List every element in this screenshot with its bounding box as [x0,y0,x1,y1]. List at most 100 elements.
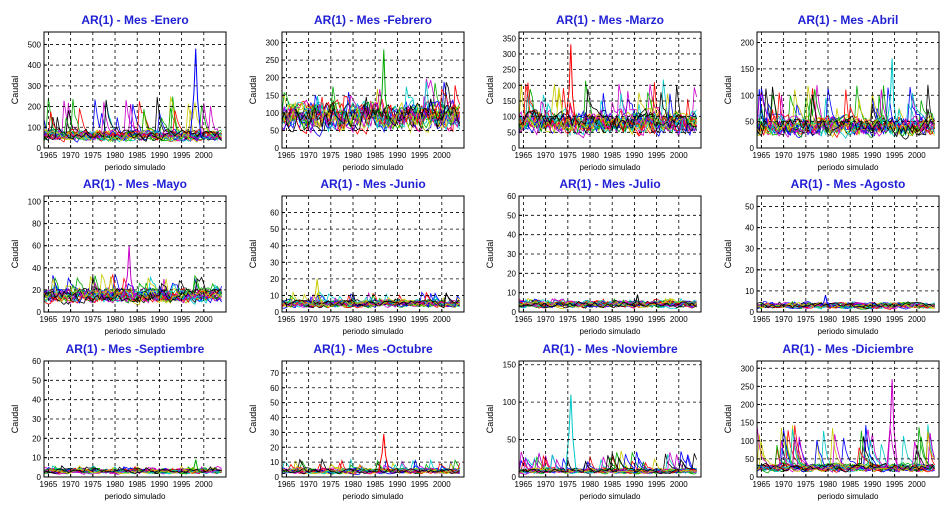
chart-title: AR(1) - Mes -Agosto [791,177,906,191]
y-tick-label: 150 [503,361,517,370]
x-tick-label: 1995 [411,151,429,160]
x-tick-label: 1975 [84,315,102,324]
series-line [757,86,935,138]
x-tick-label: 1970 [775,315,793,324]
chart-panel: AR(1) - Mes -Diciembre 1965 1970 1975 1980 19… [723,342,940,501]
x-tick-label: 1975 [322,315,340,324]
series-line [519,88,697,131]
y-tick-label: 10 [32,454,41,463]
x-tick-label: 1985 [603,480,621,489]
y-tick-label: 250 [266,56,280,65]
series-line [757,301,935,309]
x-tick-label: 1980 [106,315,124,324]
x-tick-label: 1995 [648,151,666,160]
y-tick-label: 50 [745,118,754,127]
x-axis-label: periodo simulado [818,163,879,172]
series-line [519,453,697,475]
series-line [519,298,697,309]
x-tick-label: 1995 [886,480,904,489]
x-tick-label: 1965 [278,151,296,160]
series-line-peak [190,459,202,473]
x-tick-label: 1990 [151,315,169,324]
x-tick-label: 1980 [819,480,837,489]
series-line [519,92,697,135]
x-tick-label: 1985 [841,315,859,324]
x-tick-label: 1980 [344,315,362,324]
y-tick-label: 100 [741,91,755,100]
chart-title: AR(1) - Mes -Marzo [556,13,664,27]
y-tick-label: 10 [507,289,516,298]
x-tick-label: 1985 [603,315,621,324]
y-tick-label: 0 [275,308,280,317]
x-tick-label: 1975 [322,151,340,160]
series-line [757,430,935,474]
x-axis-label: periodo simulado [580,163,641,172]
x-tick-label: 1995 [173,480,191,489]
series-line [44,276,222,304]
series-line [757,424,935,473]
x-tick-label: 1990 [389,315,407,324]
y-tick-label: 60 [270,384,279,393]
x-tick-label: 2000 [433,151,451,160]
y-axis-label: Caudal [485,405,495,434]
y-tick-label: 0 [275,473,280,482]
x-tick-label: 1990 [151,480,169,489]
y-tick-label: 20 [270,275,279,284]
chart-title: AR(1) - Mes -Enero [81,13,188,27]
y-axis-label: Caudal [10,405,20,434]
x-tick-label: 1985 [841,480,859,489]
y-tick-label: 50 [270,126,279,135]
y-tick-label: 300 [741,364,755,373]
x-tick-label: 1965 [278,480,296,489]
chart-title: AR(1) - Mes -Junio [320,177,425,191]
y-tick-label: 60 [507,192,516,201]
x-tick-label: 1985 [128,480,146,489]
x-tick-label: 1995 [648,315,666,324]
series-line [282,96,460,133]
y-tick-label: 300 [28,82,42,91]
chart-title: AR(1) - Mes -Octubre [313,342,433,356]
x-tick-label: 1965 [40,151,58,160]
x-tick-label: 1995 [173,151,191,160]
x-axis-label: periodo simulado [343,492,404,501]
x-tick-label: 1985 [366,151,384,160]
series-group [44,245,222,306]
x-tick-label: 1980 [106,480,124,489]
y-tick-label: 0 [37,308,42,317]
y-tick-label: 0 [37,144,42,153]
y-tick-label: 200 [741,39,755,48]
series-line-peak [631,294,644,307]
y-tick-label: 40 [270,414,279,423]
series-line [282,291,460,309]
y-tick-label: 100 [28,198,42,207]
y-axis-label: Caudal [485,76,495,105]
series-line [44,273,222,304]
y-tick-label: 50 [507,211,516,220]
x-tick-label: 1995 [886,151,904,160]
x-tick-label: 2000 [195,151,213,160]
y-tick-label: 40 [32,264,41,273]
x-tick-label: 1970 [537,151,555,160]
x-tick-label: 2000 [670,315,688,324]
y-tick-label: 20 [507,269,516,278]
x-tick-label: 1970 [300,151,318,160]
x-tick-label: 2000 [433,480,451,489]
x-tick-label: 2000 [908,315,926,324]
y-tick-label: 60 [32,242,41,251]
plot-frame [43,31,227,149]
y-tick-label: 200 [266,74,280,83]
y-tick-label: 30 [32,415,41,424]
x-tick-label: 1970 [537,480,555,489]
x-axis-label: periodo simulado [580,327,641,336]
y-tick-label: 30 [507,250,516,259]
x-axis-label: periodo simulado [580,492,641,501]
x-tick-label: 1990 [151,151,169,160]
y-tick-label: 0 [37,473,42,482]
x-axis-label: periodo simulado [105,163,166,172]
chart-title: AR(1) - Mes -Septiembre [66,342,205,356]
x-axis-label: periodo simulado [343,163,404,172]
x-tick-label: 1975 [322,480,340,489]
x-tick-label: 1965 [753,315,771,324]
y-tick-label: 0 [512,473,517,482]
chart-panel: AR(1) - Mes -Noviembre 1965 1970 1975 1980 19… [485,342,702,501]
